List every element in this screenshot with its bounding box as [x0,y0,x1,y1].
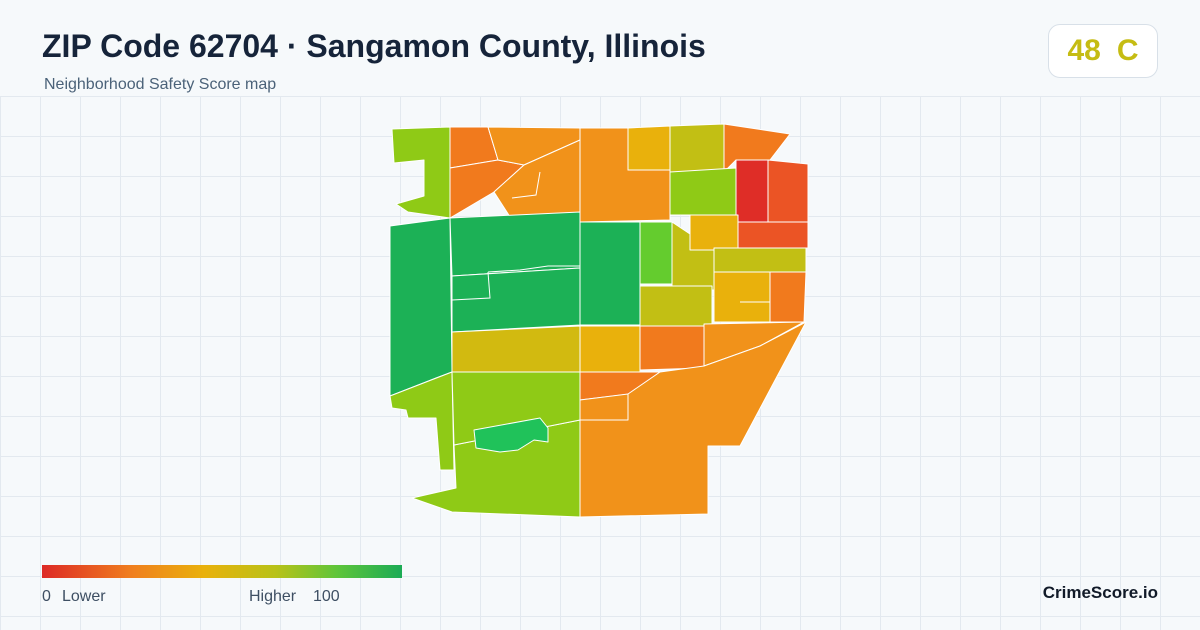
map-street-lines [451,160,770,303]
map-region-e-olive[interactable] [713,247,807,273]
map-region-n-amber[interactable] [627,125,671,171]
map-region-central-green-3[interactable] [579,221,641,326]
map-region-mid-amber[interactable] [579,325,641,373]
brand-logo-text[interactable]: CrimeScore.io [1042,583,1158,602]
score-value: 48 [1067,34,1101,67]
map-region-se-large[interactable] [579,321,807,518]
map-region-central-light-green[interactable] [639,221,673,285]
map-region-central-green-2[interactable] [451,267,581,333]
map-region-central-olive-2[interactable] [639,285,713,327]
map-region-park[interactable] [473,417,549,453]
legend-min-label: Lower [62,588,106,605]
score-grade: C [1116,34,1139,67]
map-region-west-strip[interactable] [389,217,453,397]
map-region-central-amber-1[interactable] [689,214,739,251]
map-region-e-orange[interactable] [769,271,807,323]
score-badge: 48 C [1048,24,1158,78]
map-region-ne-red[interactable] [735,159,769,223]
page-title: ZIP Code 62704 · Sangamon County, Illino… [42,28,706,64]
legend-color-scale [42,565,402,578]
map-region-nw[interactable] [391,126,451,219]
map-region-mid-orange[interactable] [639,325,705,371]
page-subtitle: Neighborhood Safety Score map [44,76,277,93]
header-band [0,0,1200,96]
legend-min-value: 0 [42,588,51,605]
map-region-n-yellow-green[interactable] [669,167,737,216]
legend-max-label: Higher [249,588,297,605]
map-region-n-olive[interactable] [669,123,725,173]
legend-max-value: 100 [313,588,340,605]
map-region-ne-red-orange[interactable] [767,159,809,223]
map-region-e-red-orange[interactable] [737,221,809,249]
map-region-mid-mustard[interactable] [451,325,581,373]
map-region-e-amber[interactable] [713,271,771,323]
